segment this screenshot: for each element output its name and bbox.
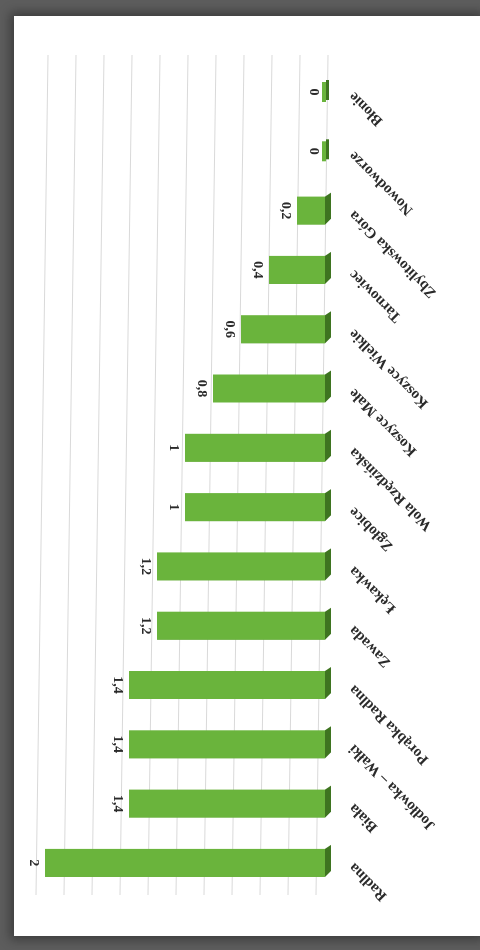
- bar-side-face: [325, 785, 331, 818]
- category-label: Tarnowiec: [346, 266, 405, 325]
- bar-side-face: [325, 311, 331, 344]
- gridline: [63, 54, 77, 896]
- category-label: Zgłobice: [346, 504, 396, 554]
- value-label: 1: [166, 444, 181, 451]
- value-label: 1,4: [110, 676, 125, 694]
- bar: [269, 255, 325, 284]
- gridline: [147, 54, 161, 896]
- category-label: Zawada: [346, 622, 394, 670]
- bar-side-face: [325, 844, 331, 877]
- bar-side-face: [326, 80, 329, 100]
- bar: [185, 433, 325, 462]
- bar: [241, 315, 325, 344]
- bar-side-face: [325, 251, 331, 284]
- value-label: 0,6: [222, 320, 237, 338]
- value-labels: 2 1,4 1,4 1,4 1,2 1,2 1 1 0,8 0,6 0,4 0,2 0 0: [26, 89, 321, 867]
- bar-side-face: [325, 370, 331, 403]
- bar: [185, 493, 325, 522]
- bar-side-face: [325, 726, 331, 759]
- value-label: 0,8: [194, 380, 209, 398]
- bar: [297, 196, 325, 225]
- bar-side-face: [326, 139, 329, 160]
- bar: [45, 848, 325, 877]
- value-label: 1,4: [110, 736, 125, 754]
- bar-side-face: [325, 548, 331, 581]
- gridline: [119, 54, 133, 896]
- category-label: Biała: [346, 800, 381, 835]
- category-label: Łękawka: [346, 563, 400, 617]
- value-label: 1: [166, 504, 181, 511]
- bar-side-face: [325, 667, 331, 699]
- bar: [322, 82, 326, 102]
- bar: [213, 374, 325, 403]
- bar-side-face: [325, 607, 331, 640]
- value-label: 1,2: [138, 617, 153, 635]
- value-label: 0: [306, 89, 321, 96]
- bars: [45, 80, 331, 877]
- category-label: Błonie: [346, 89, 386, 129]
- bar: [157, 611, 325, 640]
- bar: [157, 552, 325, 581]
- bar: [129, 671, 325, 699]
- value-label: 0: [306, 148, 321, 155]
- gridline: [35, 54, 49, 896]
- chart-card: [14, 16, 480, 936]
- bar-side-face: [325, 192, 331, 225]
- gridline: [203, 54, 217, 896]
- bar-side-face: [325, 489, 331, 522]
- gridline: [259, 54, 273, 896]
- bar: [322, 141, 326, 162]
- value-label: 0,2: [278, 202, 293, 220]
- gridline: [287, 54, 301, 896]
- value-label: 1,2: [138, 558, 153, 576]
- value-label: 0,4: [250, 261, 265, 279]
- value-label: 1,4: [110, 795, 125, 813]
- value-label: 2: [26, 859, 41, 866]
- category-label: Radlna: [346, 859, 391, 904]
- gridline: [231, 54, 245, 896]
- bar: [129, 730, 325, 759]
- gridline: [315, 54, 329, 896]
- category-label: Nowodworze: [346, 148, 416, 218]
- bar-side-face: [325, 429, 331, 462]
- gridline: [175, 54, 189, 896]
- gridline: [91, 54, 105, 896]
- bar: [129, 789, 325, 818]
- gridlines: [35, 54, 329, 896]
